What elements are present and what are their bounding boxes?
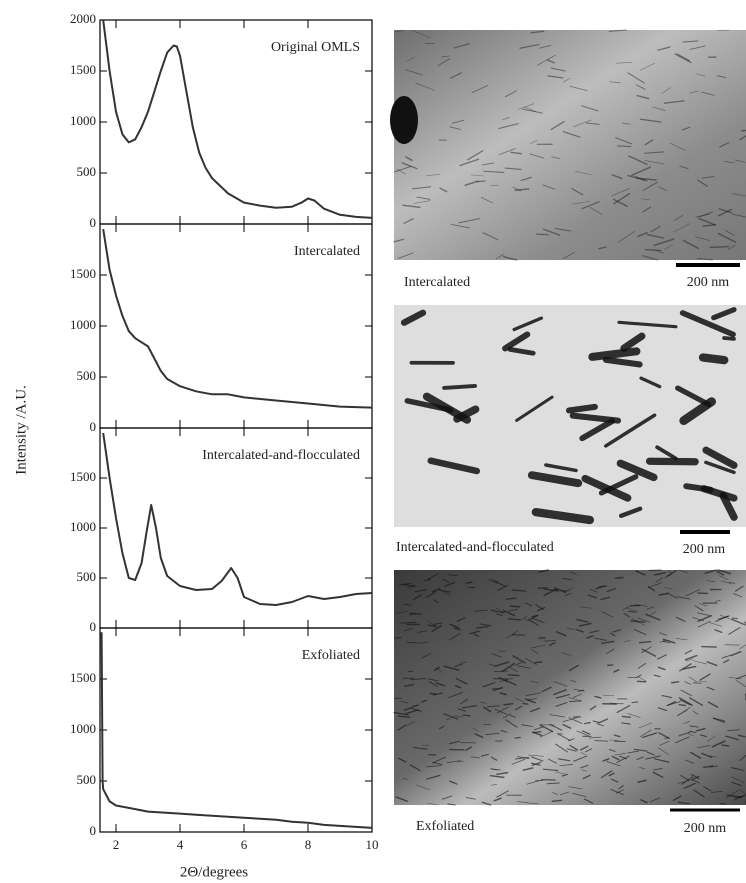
texture-streak bbox=[463, 715, 470, 716]
y-tick-label: 0 bbox=[90, 823, 97, 838]
image-caption: Exfoliated bbox=[416, 819, 474, 834]
y-tick-label: 1500 bbox=[70, 469, 96, 484]
texture-streak bbox=[401, 622, 416, 623]
y-tick-label: 2000 bbox=[70, 11, 96, 26]
texture-streak bbox=[515, 737, 520, 738]
y-tick-label: 1000 bbox=[70, 721, 96, 736]
texture-streak bbox=[539, 638, 545, 639]
y-tick-label: 0 bbox=[90, 215, 97, 230]
texture-streak bbox=[616, 578, 623, 579]
texture-streak bbox=[408, 671, 413, 672]
y-tick-label: 0 bbox=[90, 419, 97, 434]
y-axis-label: Intensity /A.U. bbox=[13, 385, 29, 475]
scale-bar-label: 200 nm bbox=[687, 275, 730, 290]
x-tick-label: 10 bbox=[366, 837, 379, 852]
y-tick-label: 500 bbox=[77, 569, 97, 584]
y-tick-label: 500 bbox=[77, 368, 97, 383]
page: Intensity /A.U. 2Θ/degrees Intercalated … bbox=[0, 0, 746, 883]
texture-streak bbox=[702, 647, 716, 648]
texture-streak bbox=[622, 716, 630, 717]
tem-image bbox=[394, 30, 746, 260]
texture-streak bbox=[722, 745, 729, 746]
scale-bar-label: 200 nm bbox=[684, 821, 727, 836]
texture-streak bbox=[672, 682, 679, 683]
texture-streak bbox=[508, 675, 519, 676]
texture-streak bbox=[533, 732, 540, 733]
texture-streak bbox=[569, 701, 581, 702]
x-tick-label: 2 bbox=[113, 837, 120, 852]
texture-streak bbox=[710, 247, 729, 248]
figure: Intensity /A.U. 2Θ/degrees Intercalated … bbox=[0, 0, 746, 883]
image-caption: Intercalated-and-flocculated bbox=[396, 540, 554, 555]
y-tick-label: 500 bbox=[77, 164, 97, 179]
image-caption: Intercalated bbox=[404, 275, 470, 290]
texture-streak bbox=[523, 704, 528, 705]
y-tick-label: 0 bbox=[90, 619, 97, 634]
texture-streak bbox=[592, 351, 636, 357]
texture-streak bbox=[569, 407, 595, 411]
texture-streak bbox=[632, 702, 638, 703]
y-tick-label: 1000 bbox=[70, 113, 96, 128]
x-axis-label: 2Θ/degrees bbox=[180, 864, 248, 880]
y-tick-label: 1500 bbox=[70, 62, 96, 77]
y-tick-label: 500 bbox=[77, 772, 97, 787]
texture-streak bbox=[466, 582, 472, 583]
x-tick-label: 6 bbox=[241, 837, 248, 852]
tem-feature bbox=[390, 96, 418, 144]
texture-streak bbox=[510, 606, 519, 607]
x-tick-label: 4 bbox=[177, 837, 184, 852]
y-tick-label: 1000 bbox=[70, 519, 96, 534]
panel-title: Exfoliated bbox=[302, 648, 360, 663]
y-tick-label: 1500 bbox=[70, 670, 96, 685]
texture-streak bbox=[646, 250, 661, 251]
texture-streak bbox=[535, 662, 542, 663]
scale-bar-label: 200 nm bbox=[683, 542, 726, 557]
y-tick-label: 1500 bbox=[70, 266, 96, 281]
texture-streak bbox=[618, 146, 631, 147]
texture-streak bbox=[724, 338, 734, 339]
panel-title: Original OMLS bbox=[271, 40, 360, 55]
x-tick-label: 8 bbox=[305, 837, 312, 852]
panel-title: Intercalated-and-flocculated bbox=[202, 448, 360, 463]
texture-streak bbox=[444, 386, 475, 388]
texture-streak bbox=[650, 461, 696, 462]
texture-streak bbox=[703, 358, 724, 361]
tem-image bbox=[394, 570, 746, 805]
panel-title: Intercalated bbox=[294, 244, 360, 259]
texture-streak bbox=[547, 783, 559, 784]
y-tick-label: 1000 bbox=[70, 317, 96, 332]
texture-streak bbox=[679, 705, 685, 706]
